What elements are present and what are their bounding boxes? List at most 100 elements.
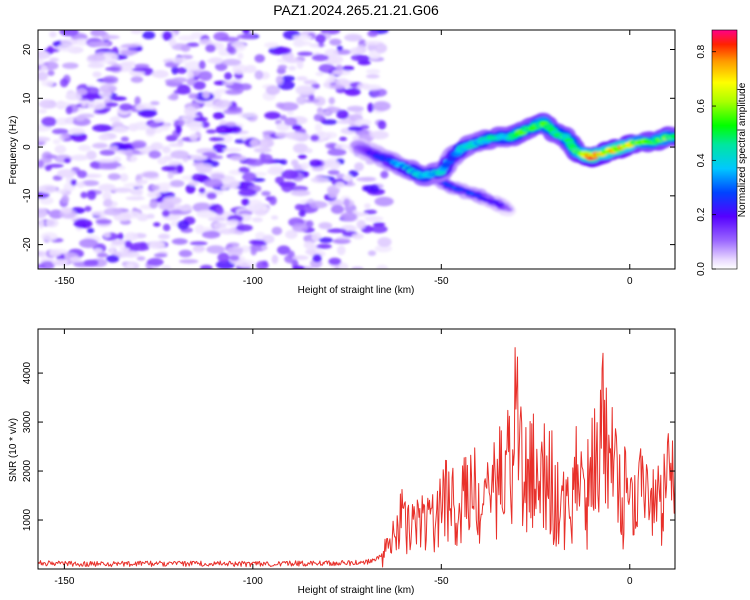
noise-blob: [121, 250, 140, 258]
noise-blob: [121, 61, 136, 66]
noise-blob: [337, 245, 346, 256]
noise-blob: [39, 99, 57, 109]
noise-blob: [226, 246, 244, 253]
noise-blob: [344, 87, 361, 96]
noise-blob: [186, 78, 196, 86]
noise-blob: [296, 60, 304, 69]
noise-blob: [108, 145, 119, 151]
noise-blob: [329, 38, 342, 46]
noise-blob: [38, 251, 47, 258]
noise-blob: [306, 220, 314, 228]
noise-blob: [48, 209, 64, 219]
snr-background: [38, 329, 675, 569]
noise-blob: [370, 225, 388, 234]
noise-blob: [328, 257, 342, 266]
noise-blob: [375, 43, 387, 54]
noise-blob: [305, 248, 317, 255]
noise-blob: [150, 101, 160, 106]
noise-blob: [106, 254, 120, 263]
noise-blob: [185, 122, 204, 128]
noise-blob: [188, 93, 199, 99]
noise-blob: [269, 195, 277, 206]
noise-blob: [176, 67, 188, 74]
noise-blob: [315, 71, 324, 76]
snr-y-ticks: 1000 2000 3000 4000: [22, 362, 675, 531]
noise-blob: [45, 154, 58, 159]
noise-blob: [205, 44, 216, 53]
noise-blob: [87, 190, 97, 201]
noise-blob: [357, 83, 371, 90]
noise-blob: [354, 162, 364, 172]
noise-blob: [131, 140, 147, 149]
noise-blob: [318, 222, 333, 230]
noise-blob: [255, 260, 269, 269]
noise-blob: [202, 227, 213, 232]
noise-blob: [156, 197, 165, 203]
noise-blob: [369, 130, 389, 140]
noise-blob: [220, 228, 235, 235]
figure-title: PAZ1.2024.265.21.21.G06: [273, 2, 439, 18]
noise-blob: [178, 35, 196, 42]
snr-series-line: [38, 347, 675, 568]
noise-blob: [71, 132, 87, 142]
noise-blob: [310, 176, 330, 184]
noise-blob: [212, 222, 227, 229]
noise-blob: [376, 264, 389, 269]
noise-blob: [95, 219, 112, 225]
noise-blob: [298, 209, 306, 217]
noise-blob: [137, 109, 158, 117]
noise-blob: [290, 185, 308, 192]
noise-blob: [119, 173, 129, 182]
noise-blob: [39, 184, 57, 194]
noise-blob: [217, 252, 230, 263]
noise-blob: [318, 237, 333, 244]
noise-blob: [117, 232, 124, 240]
noise-blob: [292, 34, 313, 41]
noise-blob: [232, 68, 248, 75]
y-tick-label: 1000: [22, 508, 33, 531]
noise-blob: [119, 103, 133, 111]
y-tick-label: 20: [22, 44, 33, 56]
noise-blob: [55, 189, 67, 194]
noise-blob: [207, 217, 226, 222]
noise-blob: [153, 222, 161, 227]
noise-blob: [315, 34, 326, 44]
x-tick-label: 0: [627, 276, 633, 287]
noise-blob: [253, 147, 272, 153]
noise-blob: [311, 166, 324, 172]
noise-blob: [158, 233, 170, 240]
noise-blob: [246, 158, 265, 167]
noise-blob: [346, 105, 364, 112]
noise-blob: [161, 264, 171, 269]
noise-blob: [265, 85, 281, 95]
noise-blob: [374, 196, 394, 207]
noise-blob: [380, 170, 389, 179]
noise-blob: [96, 252, 108, 258]
noise-blob: [63, 157, 71, 164]
noise-blob: [186, 42, 200, 47]
noise-blob: [78, 144, 92, 152]
noise-blob: [242, 30, 251, 35]
noise-blob: [203, 178, 223, 188]
snr-x-axis-label: Height of straight line (km): [298, 585, 415, 596]
noise-blob: [101, 52, 118, 62]
noise-blob: [135, 102, 154, 112]
noise-blob: [340, 212, 358, 222]
noise-blob: [105, 102, 119, 107]
noise-blob: [274, 47, 292, 55]
x-tick-label: -50: [434, 276, 449, 287]
noise-blob: [70, 154, 89, 161]
noise-blob: [45, 218, 59, 228]
noise-blob: [178, 249, 193, 258]
noise-blob: [279, 114, 287, 121]
noise-blob: [175, 125, 182, 134]
noise-blob: [271, 226, 283, 236]
noise-blob: [237, 52, 244, 60]
noise-blob: [49, 57, 59, 62]
y-tick-label: -20: [22, 237, 33, 252]
noise-blob: [41, 79, 54, 87]
noise-blob: [54, 144, 67, 154]
noise-blob: [311, 232, 322, 242]
noise-blob: [62, 62, 79, 69]
noise-blob: [112, 115, 121, 123]
